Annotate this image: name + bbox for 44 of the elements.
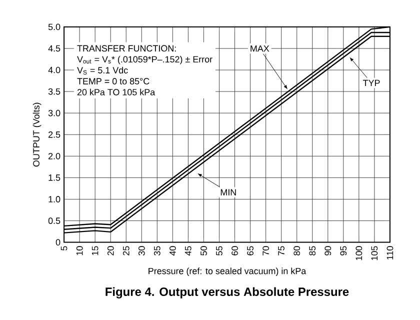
text: Figure 4. Output versus Absolute Pressure — [106, 287, 349, 298]
y-tick-label: 2.5 — [48, 131, 60, 138]
x-tick-label: 20 — [107, 246, 114, 256]
annotation: V$_{out}$ = V$_{s}$* (.01059*P–.152) ± Error — [77, 56, 212, 64]
x-tick-label: 35 — [154, 246, 160, 256]
x-tick-label: 100 — [356, 246, 362, 260]
x-tick-label: 75 — [278, 246, 284, 256]
x-tick-label: 30 — [138, 246, 145, 256]
annotation: TYP — [363, 80, 380, 86]
annotation: TRANSFER FUNCTION: — [77, 45, 176, 52]
x-tick-label: 25 — [122, 246, 130, 256]
x-tick-label: 80 — [294, 246, 300, 256]
x-tick-label: 5 — [60, 246, 68, 250]
y-tick-label: 2.0 — [48, 152, 60, 160]
y-tick-label: 0 — [56, 239, 60, 246]
annotation: V$_{S}$ = 5.1 Vdc — [77, 66, 128, 75]
x-tick-label: 50 — [200, 246, 207, 256]
x-tick-label: 60 — [232, 246, 238, 256]
y-tick-label: 3.0 — [48, 110, 60, 116]
y-tick-label: 3.5 — [48, 88, 60, 95]
annotation: MAX — [250, 45, 270, 52]
x-axis-title: Pressure (ref: to sealed vacuum) in kPa — [148, 268, 306, 276]
x-tick-label: 85 — [309, 246, 316, 256]
annotation: 20 kPa TO 105 kPa — [77, 88, 156, 96]
x-tick-label: 65 — [247, 246, 254, 256]
x-tick-label: 10 — [76, 246, 83, 256]
x-tick-label: 45 — [185, 246, 192, 256]
x-tick-label: 105 — [371, 246, 378, 260]
y-tick-label: 0.5 — [48, 218, 60, 224]
y-tick-label: 1.0 — [48, 196, 60, 202]
y-tick-label: 5.0 — [48, 24, 60, 30]
annotation: MIN — [220, 189, 236, 196]
x-tick-label: 15 — [92, 246, 98, 256]
x-tick-label: 40 — [170, 246, 176, 256]
y-tick-label: 1.5 — [48, 174, 60, 181]
y-axis-title: OUTPUT (Volts) — [32, 102, 42, 167]
x-tick-label: 90 — [324, 246, 332, 256]
annotation: TEMP = 0 to 85°C — [77, 78, 150, 84]
x-tick-label: 95 — [340, 246, 347, 256]
y-tick-label: 4.5 — [48, 45, 60, 52]
x-tick-label: 70 — [262, 246, 269, 256]
x-tick-label: 110 — [386, 246, 394, 260]
x-tick-label: 55 — [216, 246, 222, 256]
y-tick-label: 4.0 — [48, 66, 60, 74]
